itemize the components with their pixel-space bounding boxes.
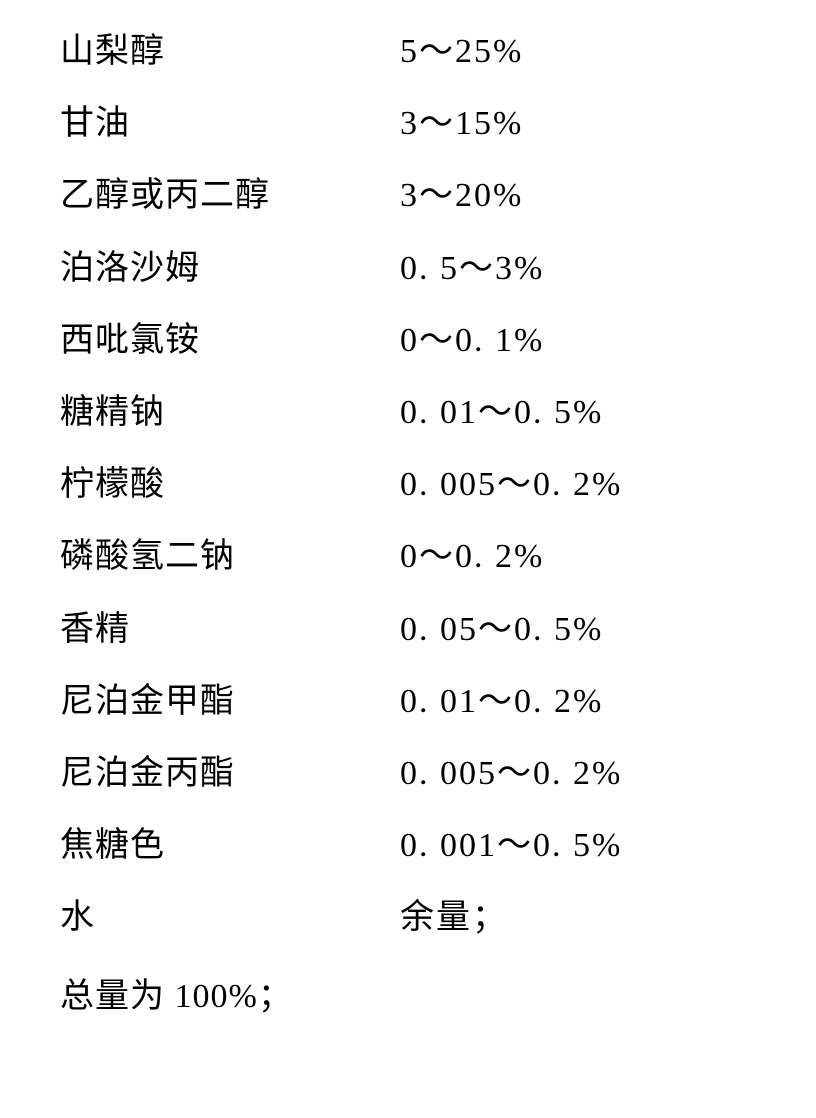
ingredient-value: 0～0. 1%	[400, 319, 756, 363]
table-row: 泊洛沙姆 0. 5～3%	[60, 247, 756, 291]
table-row: 焦糖色 0. 001～0. 5%	[60, 824, 756, 868]
table-row: 乙醇或丙二醇 3～20%	[60, 174, 756, 218]
table-row: 磷酸氢二钠 0～0. 2%	[60, 535, 756, 579]
ingredient-label: 尼泊金丙酯	[60, 752, 400, 796]
ingredient-value: 5～25%	[400, 30, 756, 74]
ingredient-label: 水	[60, 896, 400, 940]
ingredient-label: 山梨醇	[60, 30, 400, 74]
ingredient-list: 山梨醇 5～25% 甘油 3～15% 乙醇或丙二醇 3～20% 泊洛沙姆 0. …	[0, 0, 816, 1047]
table-row: 西吡氯铵 0～0. 1%	[60, 319, 756, 363]
table-row: 尼泊金甲酯 0. 01～0. 2%	[60, 680, 756, 724]
table-row: 柠檬酸 0. 005～0. 2%	[60, 463, 756, 507]
ingredient-label: 乙醇或丙二醇	[60, 174, 400, 218]
table-row: 山梨醇 5～25%	[60, 30, 756, 74]
ingredient-label: 磷酸氢二钠	[60, 535, 400, 579]
table-row: 糖精钠 0. 01～0. 5%	[60, 391, 756, 435]
ingredient-value: 0. 005～0. 2%	[400, 752, 756, 796]
ingredient-value: 0. 01～0. 2%	[400, 680, 756, 724]
ingredient-label: 糖精钠	[60, 391, 400, 435]
ingredient-value: 3～20%	[400, 174, 756, 218]
ingredient-value: 0. 005～0. 2%	[400, 463, 756, 507]
ingredient-value: 0. 001～0. 5%	[400, 824, 756, 868]
ingredient-value: 0. 5～3%	[400, 247, 756, 291]
ingredient-value: 3～15%	[400, 102, 756, 146]
total-line: 总量为 100%；	[60, 968, 756, 1017]
ingredient-label: 香精	[60, 608, 400, 652]
ingredient-value: 0. 01～0. 5%	[400, 391, 756, 435]
table-row: 尼泊金丙酯 0. 005～0. 2%	[60, 752, 756, 796]
ingredient-label: 尼泊金甲酯	[60, 680, 400, 724]
table-row: 甘油 3～15%	[60, 102, 756, 146]
ingredient-label: 泊洛沙姆	[60, 247, 400, 291]
ingredient-label: 焦糖色	[60, 824, 400, 868]
ingredient-label: 甘油	[60, 102, 400, 146]
table-row: 水 余量；	[60, 896, 756, 940]
ingredient-label: 西吡氯铵	[60, 319, 400, 363]
ingredient-value: 0～0. 2%	[400, 535, 756, 579]
ingredient-label: 柠檬酸	[60, 463, 400, 507]
ingredient-value: 余量；	[400, 896, 756, 940]
table-row: 香精 0. 05～0. 5%	[60, 608, 756, 652]
ingredient-value: 0. 05～0. 5%	[400, 608, 756, 652]
